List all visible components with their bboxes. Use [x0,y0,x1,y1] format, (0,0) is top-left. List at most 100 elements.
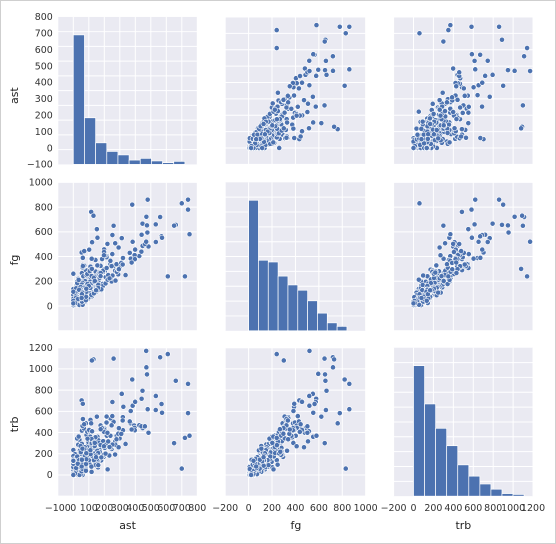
scatter-point [436,97,443,104]
scatter-point [143,213,150,220]
scatter-point [86,246,93,253]
scatter-point [435,135,442,142]
scatter-point [103,265,110,271]
x-tick-label: −200 [381,503,407,514]
y-tick-label: 1000 [29,178,53,189]
scatter-point [286,83,293,90]
scatter-point [447,231,454,238]
y-tick-label: 200 [35,277,53,288]
scatter-point [283,134,290,141]
scatter-point [144,406,151,413]
scatter-point [126,249,133,256]
scatter-point [112,277,119,284]
scatter-point [94,262,101,269]
scatter-point [83,285,90,292]
scatter-point [505,222,511,229]
scatter-point [474,92,481,99]
scatter-point [477,135,484,141]
scatter-point [97,273,104,280]
scatter-point [253,463,260,470]
scatter-point [269,122,276,129]
scatter-point [410,145,417,151]
panel-ast-vs-trb [393,16,534,165]
panel-trb-vs-trb [393,347,534,497]
scatter-point [275,89,281,96]
scatter-point [93,226,100,233]
histogram-bar-fg [307,300,318,332]
scatter-point [95,462,102,469]
y-tick-label: 600 [35,407,53,418]
scatter-point [132,398,139,405]
scatter-point [280,96,287,103]
scatter-point [274,116,280,123]
scatter-point [79,456,85,463]
scatter-point [75,433,82,440]
scatter-point [440,38,447,45]
scatter-point [527,238,533,245]
scatter-point [505,67,511,74]
scatter-point [91,439,98,446]
x-tick-label: 700 [173,503,191,514]
scatter-point [521,53,527,60]
scatter-point [477,233,484,240]
scatter-point [129,201,136,208]
scatter-point [449,94,455,101]
scatter-point [127,408,134,414]
scatter-point [70,300,77,307]
scatter-point [321,440,328,447]
scatter-point [306,82,313,89]
scatter-point [433,127,440,133]
scatter-point [321,38,328,45]
y-tick-label: 400 [35,428,53,439]
scatter-point [280,125,287,132]
scatter-point [273,434,280,441]
x-tick-label: −100 [45,503,71,514]
scatter-point [346,406,353,413]
scatter-point [427,121,434,127]
scatter-point [311,401,318,407]
scatter-point [323,57,329,64]
scatter-point [94,234,101,241]
scatter-point [138,248,145,255]
scatter-point [518,266,524,272]
scatter-point [427,115,433,122]
panels-layer [57,16,534,497]
x-tick-label: 600 [310,503,328,514]
scatter-point [285,436,292,443]
x-tick-label: 1000 [501,503,525,514]
scatter-point [341,82,348,89]
x-tick-label: 0 [410,503,416,514]
scatter-point [277,426,283,433]
scatter-point [103,413,110,420]
scatter-point [524,273,530,280]
panel-fg-vs-fg [224,182,367,332]
histogram-bar-ast [72,34,85,165]
scatter-point [511,67,518,74]
scatter-point [152,239,159,245]
scatter-point [310,119,317,126]
scatter-point [500,201,507,208]
scatter-point [447,22,454,29]
scatter-point [138,231,145,238]
scatter-point [132,246,139,253]
scatter-point [284,447,290,454]
scatter-point [70,457,77,464]
scatter-point [322,377,329,384]
y-tick-label: 600 [35,45,53,56]
y-tick-label: 800 [35,385,53,396]
scatter-point [313,22,320,29]
scatter-point [471,221,478,228]
histogram-bar-fg [336,326,348,332]
scatter-point [299,128,305,135]
scatter-point [273,45,280,51]
scatter-point [471,57,478,64]
scatter-point [158,401,165,407]
scatter-point [306,57,313,64]
scatter-point [108,422,115,429]
scatter-point [305,100,311,107]
scatter-point [500,82,507,89]
y-tick-label: 300 [35,94,53,105]
scatter-point [164,351,171,357]
scatter-point [430,110,437,117]
histogram-bar-ast [106,151,119,165]
